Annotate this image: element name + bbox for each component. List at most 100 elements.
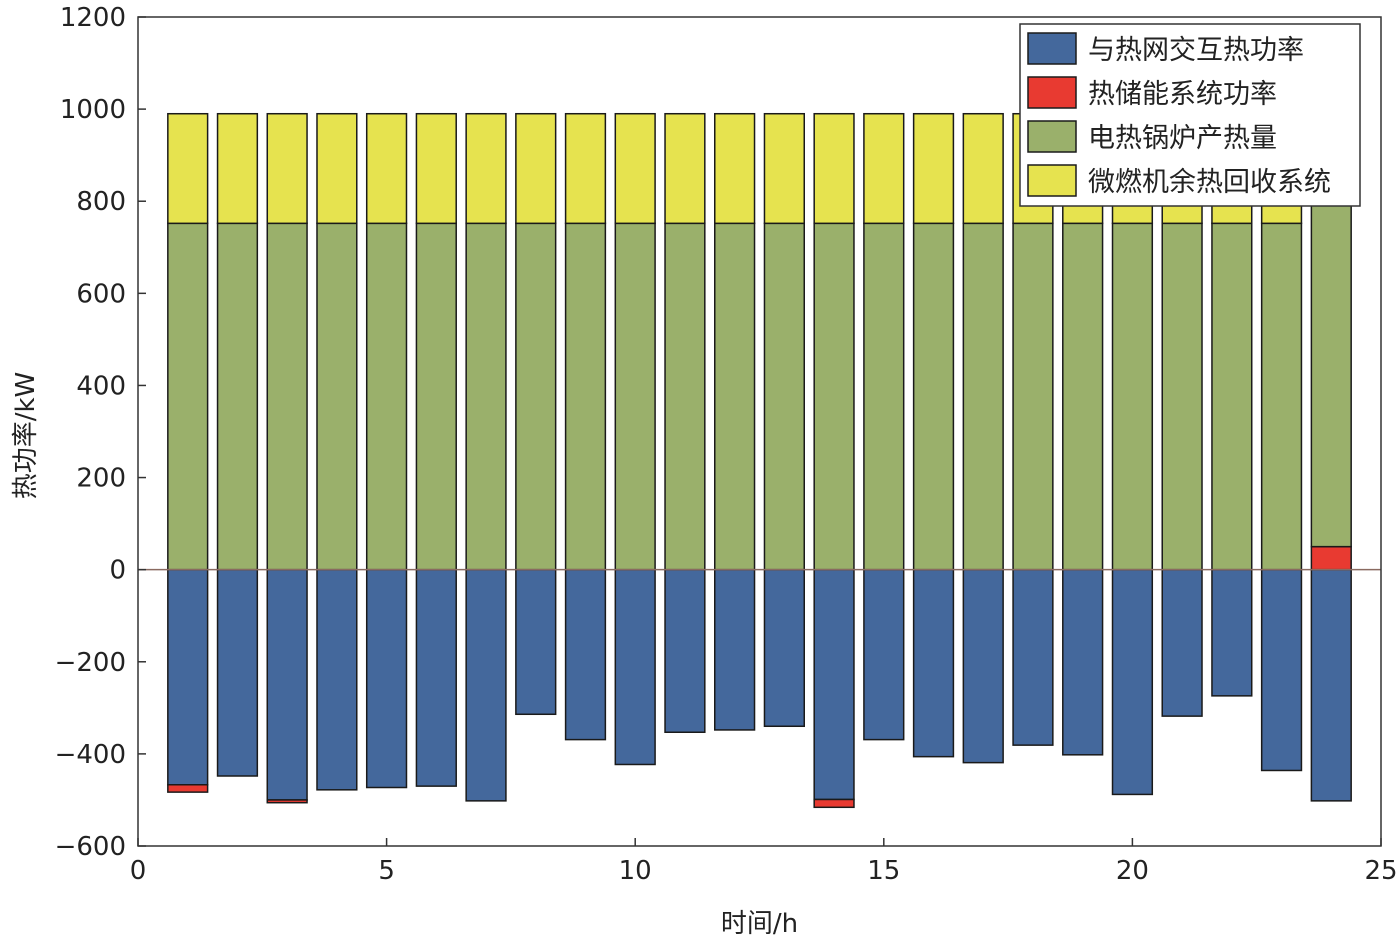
bar-t16-s0 <box>912 568 955 758</box>
bar-t16-s2 <box>912 222 955 571</box>
bar-t13-s3 <box>763 112 805 225</box>
bar-t18-s0 <box>1012 568 1054 746</box>
legend-label-0: 与热网交互热功率 <box>1088 35 1304 66</box>
bar-t8-s0 <box>515 568 557 716</box>
bar-t13-s2 <box>763 222 805 571</box>
bar-t9-s3 <box>564 112 607 225</box>
bar-t10-s0 <box>614 568 656 766</box>
bar-t9-s2 <box>564 222 607 571</box>
legend-swatch-1 <box>1027 76 1077 109</box>
y-tick-label: 800 <box>76 187 126 217</box>
bar-t11-s0 <box>664 568 706 733</box>
bar-t22-s0 <box>1211 568 1253 697</box>
bar-t12-s3 <box>714 112 756 225</box>
bar-t4-s0 <box>316 568 358 791</box>
bar-t4-s2 <box>316 222 358 571</box>
bars-layer <box>167 112 1352 809</box>
bar-t11-s3 <box>664 112 706 225</box>
bar-t9-s0 <box>564 568 607 741</box>
bar-t10-s2 <box>614 222 656 571</box>
x-tick-label: 25 <box>1364 856 1396 886</box>
bar-t16-s3 <box>912 112 955 225</box>
bar-t7-s2 <box>465 222 507 571</box>
bar-t2-s2 <box>216 222 259 571</box>
bar-t17-s2 <box>962 222 1004 571</box>
y-tick-label: 400 <box>76 371 126 401</box>
x-tick-label: 20 <box>1116 856 1149 886</box>
legend-label-2: 电热锅炉产热量 <box>1088 123 1277 154</box>
y-tick-label: −400 <box>55 740 126 770</box>
bar-t1-s0 <box>167 568 209 786</box>
bar-t10-s3 <box>614 112 656 225</box>
bar-t6-s3 <box>415 112 457 225</box>
bar-t24-s2 <box>1310 200 1352 548</box>
plot-frame <box>137 16 1382 847</box>
bar-t15-s2 <box>863 222 905 571</box>
y-axis-title: 热功率/kW <box>11 372 41 500</box>
legend-label-1: 热储能系统功率 <box>1088 79 1277 110</box>
bar-t17-s0 <box>962 568 1004 764</box>
bar-t18-s2 <box>1012 222 1054 571</box>
x-tick-label: 0 <box>130 856 147 886</box>
bar-t12-s0 <box>714 568 756 731</box>
bar-t8-s3 <box>515 112 557 225</box>
y-tick-label: −600 <box>55 832 126 862</box>
x-tick-label: 15 <box>867 856 900 886</box>
bar-t7-s0 <box>465 568 507 802</box>
bar-t5-s3 <box>365 112 408 225</box>
legend-swatch-0 <box>1027 32 1077 65</box>
bar-t2-s3 <box>216 112 259 225</box>
bar-t11-s2 <box>664 222 706 571</box>
bar-t1-s1 <box>167 784 209 793</box>
bar-t21-s2 <box>1161 222 1203 571</box>
bar-t14-s2 <box>813 222 855 571</box>
bar-t14-s3 <box>813 112 855 225</box>
bar-t20-s0 <box>1111 568 1154 796</box>
bar-t15-s0 <box>863 568 905 741</box>
bar-t24-s1 <box>1310 545 1352 571</box>
bar-t3-s2 <box>266 222 308 571</box>
bar-t6-s2 <box>415 222 457 571</box>
y-tick-label: 0 <box>109 556 126 586</box>
bar-t1-s3 <box>167 112 209 225</box>
y-tick-label: 200 <box>76 464 126 494</box>
bar-t21-s0 <box>1161 568 1203 717</box>
legend-swatch-3 <box>1027 164 1077 197</box>
bar-t2-s0 <box>216 568 259 777</box>
bar-t14-s0 <box>813 568 855 801</box>
bar-t4-s3 <box>316 112 358 225</box>
bar-t14-s1 <box>813 798 855 809</box>
bar-t22-s2 <box>1211 222 1253 571</box>
bar-t3-s3 <box>266 112 308 225</box>
bar-t23-s0 <box>1260 568 1303 772</box>
y-tick-label: 1000 <box>60 95 126 125</box>
legend-label-3: 微燃机余热回收系统 <box>1088 167 1331 198</box>
x-tick-label: 5 <box>378 856 395 886</box>
bar-t19-s0 <box>1062 568 1104 756</box>
x-tick-label: 10 <box>619 856 652 886</box>
bar-t3-s0 <box>266 568 308 801</box>
bar-t19-s2 <box>1062 222 1104 571</box>
bar-t24-s0 <box>1310 568 1352 802</box>
y-tick-label: 600 <box>76 279 126 309</box>
bar-t8-s2 <box>515 222 557 571</box>
bar-t13-s0 <box>763 568 805 728</box>
bar-t7-s3 <box>465 112 507 225</box>
y-tick-label: 1200 <box>60 3 126 33</box>
bar-t6-s0 <box>415 568 457 787</box>
bar-t20-s2 <box>1111 222 1154 571</box>
bar-t3-s1 <box>266 799 308 804</box>
legend-swatch-2 <box>1027 120 1077 153</box>
bar-t1-s2 <box>167 222 209 571</box>
bar-t17-s3 <box>962 112 1004 225</box>
bar-t5-s0 <box>365 568 408 789</box>
bar-t5-s2 <box>365 222 408 571</box>
bar-t23-s2 <box>1260 222 1303 571</box>
x-axis-title: 时间/h <box>721 909 798 939</box>
y-tick-label: −200 <box>55 648 126 678</box>
bar-t12-s2 <box>714 222 756 571</box>
bar-t15-s3 <box>863 112 905 225</box>
